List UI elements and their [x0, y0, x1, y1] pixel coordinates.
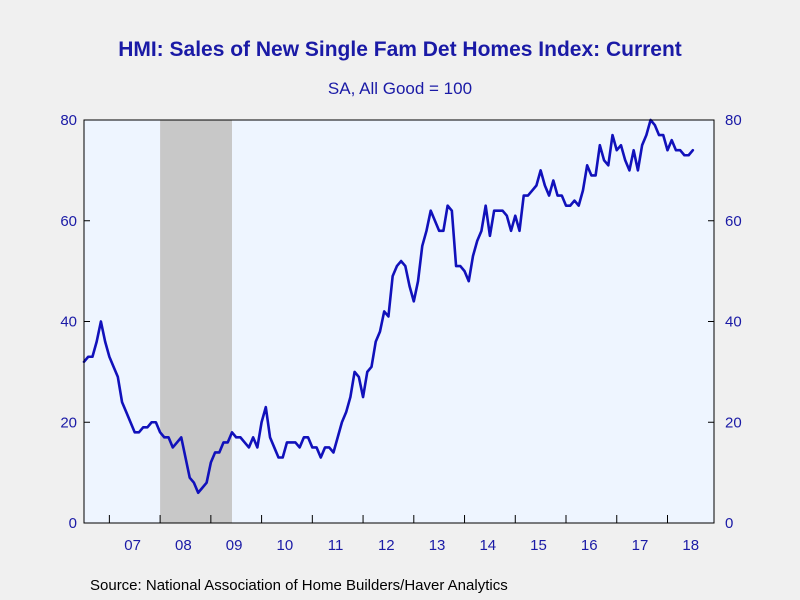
y-right-tick-label: 40	[725, 314, 742, 331]
series-layer	[82, 118, 695, 495]
x-tick-label: 07	[124, 537, 141, 554]
plot-frame	[83, 119, 715, 524]
y-tick-label: 40	[60, 314, 77, 331]
x-tick-label: 18	[682, 537, 699, 554]
series-line	[82, 118, 695, 495]
y-right-tick-label: 80	[725, 112, 742, 129]
x-tick-label: 13	[429, 537, 446, 554]
y-tick-label: 60	[60, 213, 77, 230]
chart-title: HMI: Sales of New Single Fam Det Homes I…	[118, 38, 682, 61]
y-tick-label: 0	[69, 515, 77, 532]
y-right-tick-label: 20	[725, 414, 742, 431]
y-tick-label: 80	[60, 112, 77, 129]
source-note: Source: National Association of Home Bui…	[90, 577, 508, 594]
recession-layer	[160, 120, 232, 523]
x-tick-label: 10	[276, 537, 293, 554]
axis-layer: 0 20 40 60 80 0 20 40 60 80 07 08 09 10 11 12 13 14 15 16 17…	[60, 112, 741, 554]
y-tick-label: 20	[60, 414, 77, 431]
y-right-tick-label: 60	[725, 213, 742, 230]
x-tick-label: 16	[581, 537, 598, 554]
x-tick-label: 12	[378, 537, 395, 554]
x-tick-label: 15	[530, 537, 547, 554]
x-tick-label: 09	[226, 537, 243, 554]
recession-shade	[160, 120, 232, 523]
chart-subtitle: SA, All Good = 100	[327, 79, 473, 98]
y-right-tick-label: 0	[725, 515, 733, 532]
x-tick-label: 14	[479, 537, 496, 554]
x-tick-label: 08	[175, 537, 192, 554]
x-tick-label: 17	[632, 537, 649, 554]
x-tick-label: 11	[328, 537, 344, 554]
